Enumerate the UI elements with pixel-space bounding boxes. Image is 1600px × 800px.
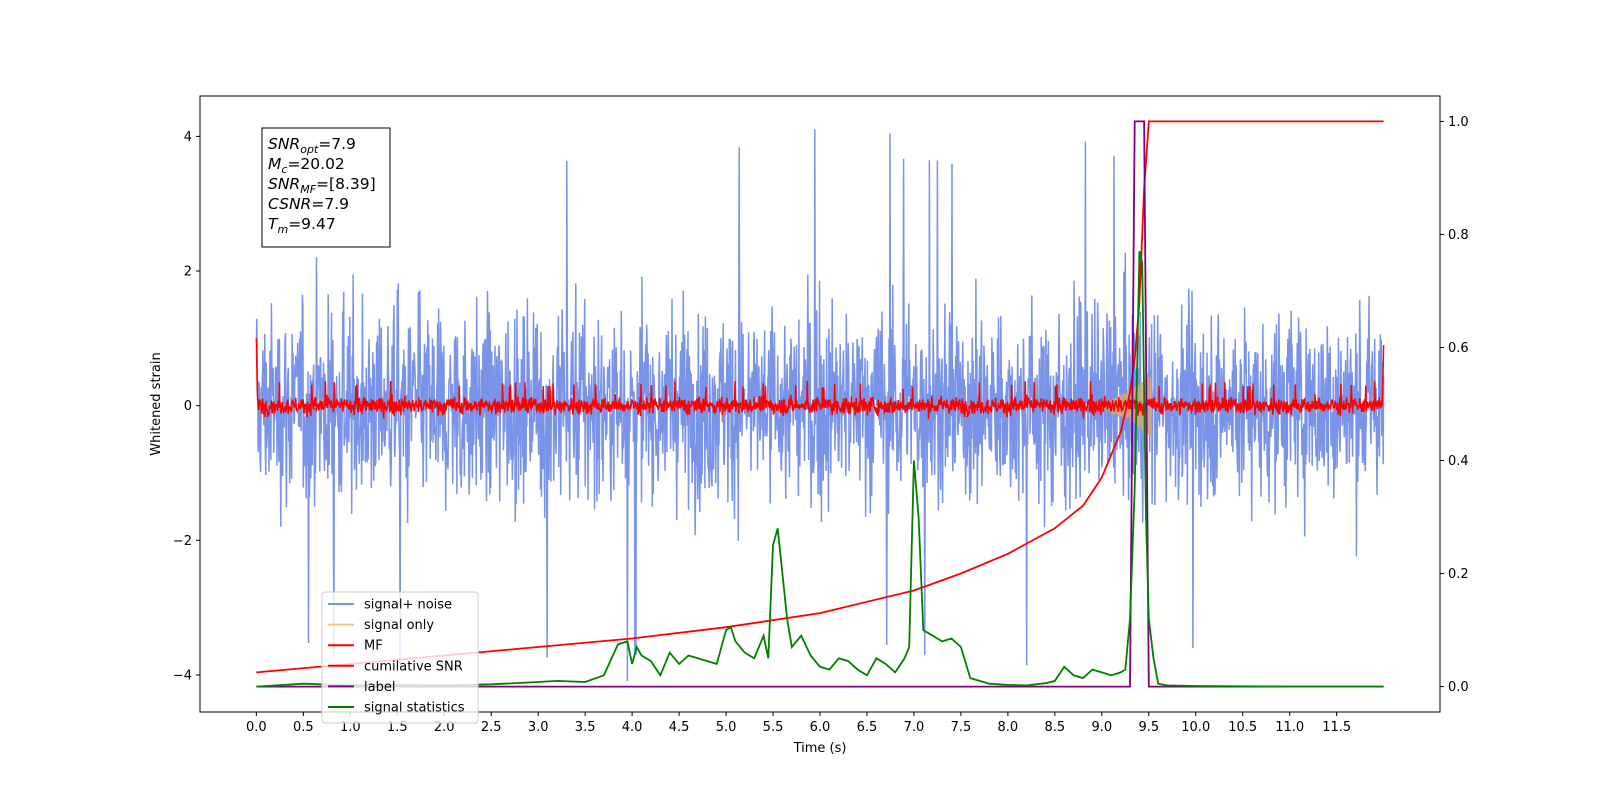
y-left-tick-label: −2 [173,534,192,549]
x-tick-label: 0.0 [246,720,267,735]
x-tick-label: 6.0 [810,720,831,735]
annotation-symbol: CSNR [268,195,311,213]
legend-label: signal only [364,618,434,633]
y-right-tick-label: 0.2 [1448,567,1469,582]
x-tick-label: 4.5 [669,720,690,735]
annotation-line: Tm=9.47 [268,215,336,236]
y-left-tick-label: 4 [184,130,192,145]
y-left-tick-label: 0 [184,399,192,414]
annotation-subscript: m [277,223,288,236]
series-signal-statistics-line [256,251,1384,688]
y-axis-label: Whitened strain [149,352,164,455]
x-tick-label: 2.5 [481,720,502,735]
legend-label: label [364,680,395,695]
annotation-symbol: SNR [268,175,300,193]
legend-label: signal+ noise [364,598,452,613]
annotation-value: =7.9 [311,195,349,213]
x-tick-label: 0.5 [293,720,314,735]
annotation-symbol: M [268,155,281,173]
x-tick-label: 3.5 [575,720,596,735]
series-signal-noise-line [255,129,1385,682]
annotation-subscript: c [281,163,287,176]
x-tick-label: 1.0 [340,720,361,735]
x-tick-label: 10.0 [1181,720,1210,735]
annotation-subscript: MF [300,183,316,196]
annotation-frame [261,127,391,248]
y-axis-right: 0.0 0.2 0.4 0.6 0.8 1.0 [1440,115,1469,695]
x-tick-label: 2.0 [434,720,455,735]
x-tick-label: 6.5 [857,720,878,735]
x-tick-label: 5.5 [763,720,784,735]
annotation-value: =[8.39] [316,175,376,193]
x-axis-label: Time (s) [793,741,847,756]
series-mf-line [255,338,1385,420]
x-tick-label: 7.0 [904,720,925,735]
annotation-value: =7.9 [318,135,356,153]
x-tick-label: 11.5 [1322,720,1351,735]
x-tick-label: 4.0 [622,720,643,735]
annotation-value: =9.47 [288,215,336,233]
x-tick-label: 9.5 [1138,720,1159,735]
y-right-tick-label: 0.8 [1448,228,1469,243]
legend-frame [321,591,479,724]
x-tick-label: 3.0 [528,720,549,735]
legend-label: MF [364,639,383,654]
legend: signal+ noise signal only MF cumilative SNR… [321,591,479,724]
legend-label: cumilative SNR [364,659,463,674]
x-tick-label: 9.0 [1091,720,1112,735]
x-tick-label: 11.0 [1275,720,1304,735]
annotation-line: SNRopt=7.9 [268,135,356,156]
x-tick-label: 1.5 [387,720,408,735]
legend-label: signal statistics [364,701,465,716]
annotation-line: CSNR=7.9 [268,195,349,213]
y-right-tick-label: 1.0 [1448,115,1469,130]
y-left-tick-label: −4 [173,668,192,683]
annotation-value: =20.02 [287,155,344,173]
x-tick-label: 5.0 [716,720,737,735]
y-right-tick-label: 0.6 [1448,341,1469,356]
x-tick-label: 10.5 [1228,720,1257,735]
annotation-line: SNRMF=[8.39] [268,175,376,196]
annotation-subscript: opt [300,143,319,156]
annotation-line: Mc=20.02 [268,155,345,176]
series-cumilative-snr-line [256,120,1384,674]
annotation-symbol: SNR [268,135,300,153]
x-axis: 0.0 0.5 1.0 1.5 2.0 2.5 3.0 3.5 4.0 4.5 5.0 5.5 6.0 6… [246,712,1351,735]
x-tick-label: 7.5 [951,720,972,735]
y-right-tick-label: 0.0 [1448,680,1469,695]
x-tick-label: 8.5 [1045,720,1066,735]
y-left-tick-label: 2 [184,265,192,280]
y-right-tick-label: 0.4 [1448,454,1469,469]
y-axis-left: −4 −2 0 2 4 [173,130,200,683]
x-tick-label: 8.0 [998,720,1019,735]
plot-area [255,120,1385,688]
annotation-symbol: T [268,215,279,233]
annotation-box: SNRopt=7.9Mc=20.02SNRMF=[8.39]CSNR=7.9Tm… [261,127,391,248]
